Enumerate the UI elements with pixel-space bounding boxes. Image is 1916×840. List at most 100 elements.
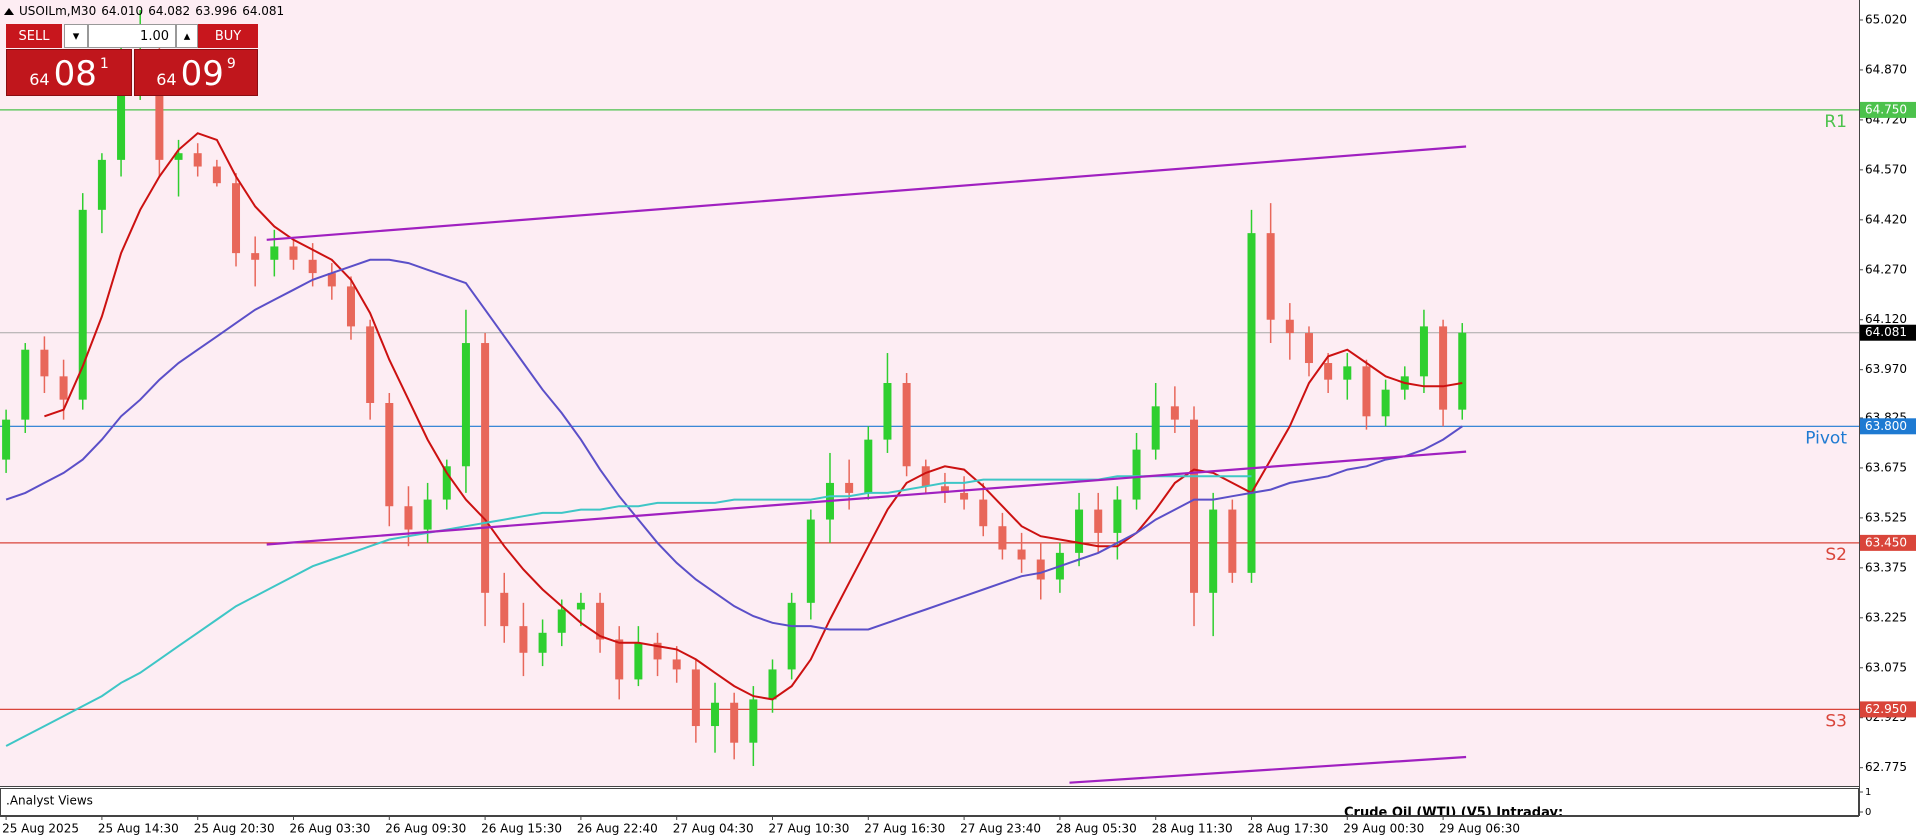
x-tick-label: 28 Aug 11:30 (1152, 822, 1233, 836)
level-label-bg (1860, 101, 1916, 118)
candle-body (1343, 366, 1352, 380)
candle-body (1075, 509, 1084, 553)
candle-body (1228, 509, 1237, 573)
candle-body (979, 499, 988, 527)
x-tick-label: 26 Aug 15:30 (481, 822, 562, 836)
ohlc-open: 64.010 (101, 4, 144, 18)
y-tick-label: 63.075 (1865, 660, 1907, 674)
candle-body (1017, 549, 1026, 560)
candle-body (1458, 332, 1467, 410)
chart-header: USOILm,M30 64.010 64.082 63.996 64.081 (4, 4, 289, 18)
level-label: 64.750 (1865, 102, 1907, 116)
y-tick-label: 62.775 (1865, 760, 1907, 774)
candle-body (998, 526, 1007, 550)
y-tick-label: 65.020 (1865, 12, 1907, 26)
y-tick-label: 64.870 (1865, 62, 1907, 76)
y-tick-label: 63.970 (1865, 362, 1907, 376)
lot-up[interactable]: ▴ (176, 24, 198, 48)
indicator-panel (0, 788, 1859, 816)
ohlc-low: 63.996 (195, 4, 238, 18)
candle-body (1285, 319, 1294, 334)
buy-button[interactable]: BUY (198, 24, 258, 48)
candle-body (596, 602, 605, 640)
level-label-bg (1860, 701, 1916, 718)
x-tick-label: 25 Aug 20:30 (194, 822, 275, 836)
candle-body (864, 439, 873, 493)
one-click-trading: SELL ▾ 1.00 ▴ BUY 64 08 1 64 09 9 (6, 24, 258, 96)
candle-body (806, 519, 815, 603)
candle-body (749, 699, 758, 743)
y-tick-label: 63.675 (1865, 460, 1907, 474)
candle-body (1362, 366, 1371, 417)
candle-body (442, 466, 451, 500)
candle-body (921, 466, 930, 487)
candle-body (1113, 499, 1122, 533)
candle-body (653, 642, 662, 660)
x-tick-label: 27 Aug 10:30 (769, 822, 850, 836)
y-tick-label: 64.270 (1865, 262, 1907, 276)
x-tick-label: 25 Aug 14:30 (98, 822, 179, 836)
candle-body (1247, 233, 1256, 573)
x-tick-label: 27 Aug 04:30 (673, 822, 754, 836)
x-tick-label: 25 Aug 2025 (2, 822, 79, 836)
candle-body (117, 76, 126, 160)
moving-average (5, 475, 1252, 747)
candle-body (346, 286, 355, 327)
y-tick-label: 64.120 (1865, 312, 1907, 326)
lot-input[interactable]: 1.00 (88, 24, 176, 48)
ohlc-close: 64.081 (242, 4, 285, 18)
buy-price-big: 64 (156, 70, 177, 89)
sell-price[interactable]: 64 08 1 (6, 49, 132, 96)
candle-body (615, 639, 624, 680)
candle-body (1036, 559, 1045, 580)
indicator-tick-label: 1 (1865, 787, 1871, 798)
candle-body (672, 659, 681, 670)
candle-body (1419, 326, 1428, 377)
candle-body (500, 592, 509, 627)
candle-body (902, 383, 911, 467)
sell-price-big: 64 (29, 70, 50, 89)
candle-body (78, 209, 87, 400)
buy-price-small: 9 (226, 56, 236, 72)
candle-body (289, 246, 298, 260)
y-tick-label: 63.225 (1865, 610, 1907, 624)
collapse-icon[interactable] (4, 8, 14, 15)
candle-body (940, 486, 949, 493)
x-tick-label: 28 Aug 05:30 (1056, 822, 1137, 836)
level-label: 63.450 (1865, 535, 1907, 549)
trend-line (1069, 755, 1467, 784)
x-tick-label: 26 Aug 22:40 (577, 822, 658, 836)
sell-button[interactable]: SELL (6, 24, 62, 48)
candle-body (21, 349, 30, 420)
candle-body (730, 702, 739, 743)
x-tick-label: 29 Aug 06:30 (1439, 822, 1520, 836)
x-tick-label: 29 Aug 00:30 (1343, 822, 1424, 836)
indicator-title: .Analyst Views (6, 794, 93, 808)
trend-line (266, 450, 1467, 546)
buy-price[interactable]: 64 09 9 (134, 49, 258, 96)
candle-body (404, 506, 413, 530)
candle-body (270, 246, 279, 260)
candle-body (327, 273, 336, 287)
candle-body (768, 669, 777, 700)
candle-body (2, 419, 11, 460)
candle-body (1381, 389, 1390, 417)
level-label-bg (1860, 534, 1916, 551)
level-label-bg (1860, 418, 1916, 435)
y-tick-label: 63.375 (1865, 560, 1907, 574)
candle-body (787, 602, 796, 670)
lot-down[interactable]: ▾ (64, 24, 88, 48)
candle-body (481, 343, 490, 593)
plot-background (0, 0, 1859, 786)
level-name: Pivot (1805, 428, 1847, 448)
candle-body (711, 702, 720, 727)
candle-body (366, 326, 375, 403)
candle-body (691, 669, 700, 727)
sell-price-main: 08 (53, 54, 97, 94)
y-tick-label: 64.570 (1865, 162, 1907, 176)
candle-body (557, 609, 566, 633)
candle-body (1324, 363, 1333, 380)
candle-body (1094, 509, 1103, 533)
candle-body (1190, 419, 1199, 593)
